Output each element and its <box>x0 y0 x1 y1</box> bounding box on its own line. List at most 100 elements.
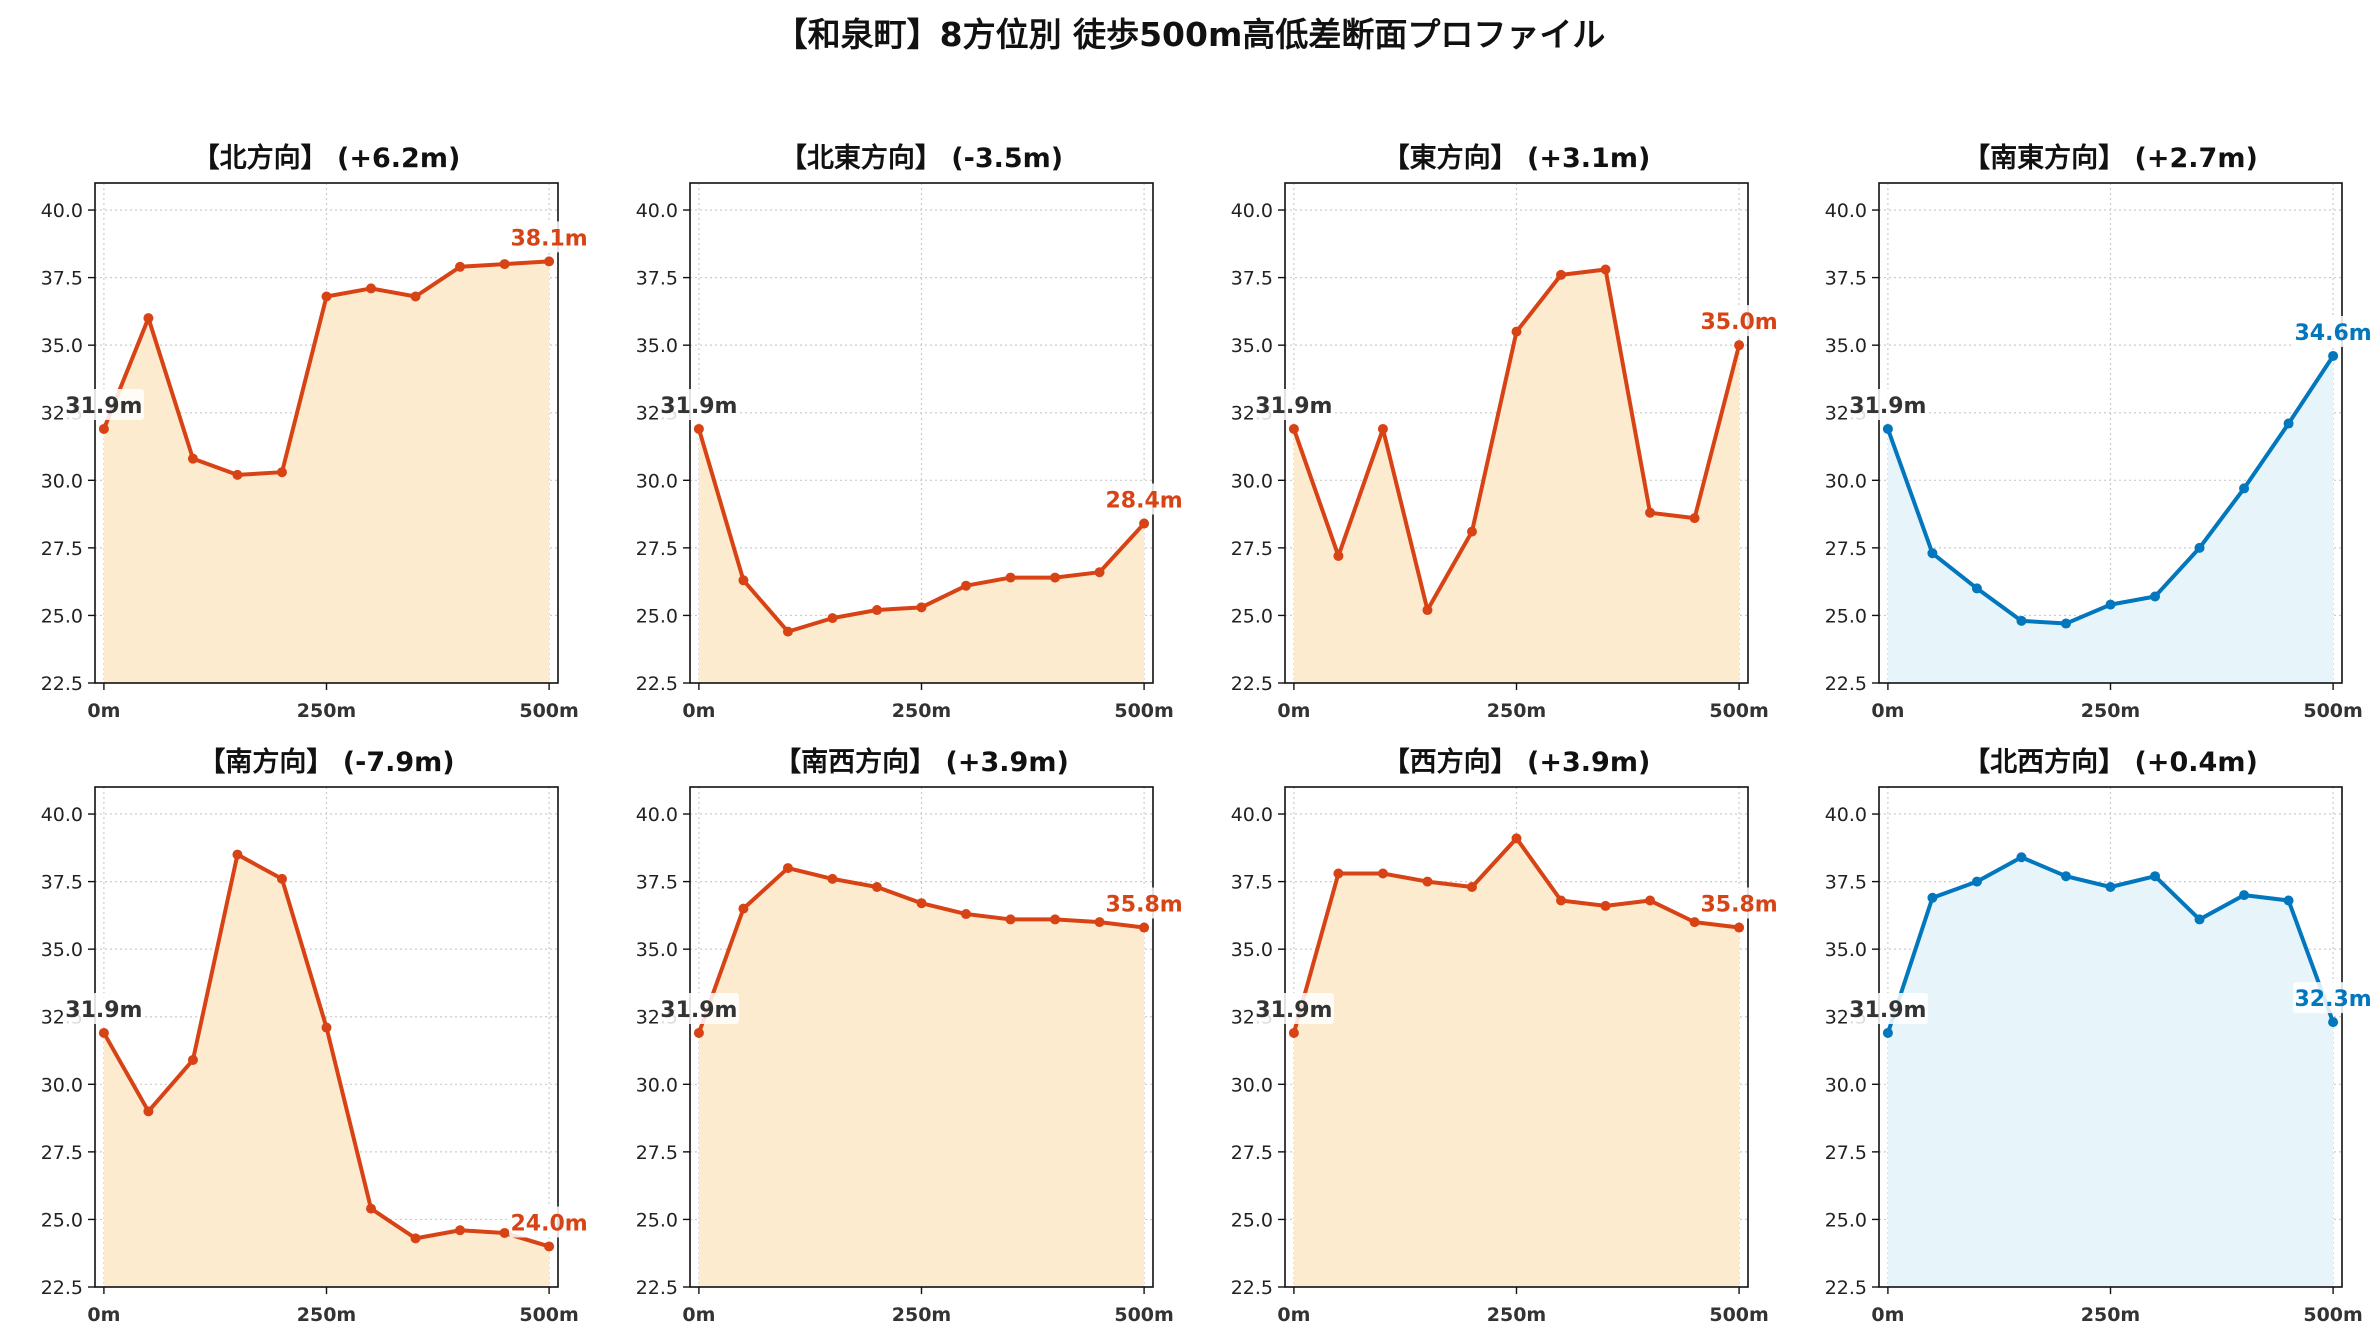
y-tick-label: 25.0 <box>41 1209 83 1231</box>
subplot-title: 【南方向】 (-7.9m) <box>198 746 454 778</box>
subplot: 22.525.027.530.032.535.037.540.00m 250m 50… <box>41 746 590 1326</box>
start-label: 31.9m <box>660 394 737 419</box>
y-tick-label: 22.5 <box>636 673 678 695</box>
y-tick-label: 40.0 <box>1231 200 1273 222</box>
end-label-box <box>1104 483 1185 515</box>
y-tick-label: 40.0 <box>636 804 678 826</box>
x-tick-label: 500m <box>1709 1304 1768 1326</box>
subplot: 22.525.027.530.032.535.037.540.00m 250m 50… <box>1231 142 1780 722</box>
data-point <box>499 1227 510 1238</box>
y-tick-label: 40.0 <box>1825 804 1867 826</box>
data-point <box>1734 922 1745 933</box>
data-point <box>1556 895 1567 906</box>
area-fill <box>1887 857 2334 1287</box>
start-label-box <box>65 388 144 420</box>
start-label: 31.9m <box>1849 998 1926 1023</box>
y-tick-label: 40.0 <box>41 804 83 826</box>
data-point <box>1600 264 1611 275</box>
figure-title: 【和泉町】8方位別 徒歩500m高低差断面プロファイル <box>774 15 1606 54</box>
x-tick-label: 500m <box>519 700 578 722</box>
y-tick-label: 35.0 <box>1231 939 1273 961</box>
y-tick-label: 37.5 <box>636 872 678 894</box>
data-point <box>1333 550 1344 561</box>
data-point <box>1288 423 1299 434</box>
y-tick-label: 37.5 <box>41 872 83 894</box>
y-tick-label: 40.0 <box>41 200 83 222</box>
data-point <box>1094 567 1105 578</box>
data-point <box>321 1022 332 1033</box>
subplot-title: 【西方向】 (+3.9m) <box>1383 746 1651 778</box>
y-tick-label: 37.5 <box>1825 268 1867 290</box>
end-label: 38.1m <box>510 226 587 251</box>
end-label-box <box>1104 887 1185 919</box>
data-point <box>916 602 927 613</box>
data-point <box>2194 914 2205 925</box>
start-label-box <box>1255 388 1334 420</box>
y-tick-label: 25.0 <box>636 1209 678 1231</box>
x-tick-label: 500m <box>1114 700 1173 722</box>
x-tick-label: 250m <box>2081 700 2140 722</box>
start-label-box <box>1849 388 1928 420</box>
data-point <box>2328 1017 2339 1028</box>
area-fill <box>1293 838 1740 1287</box>
y-tick-label: 27.5 <box>1825 1142 1867 1164</box>
data-point <box>1466 882 1477 892</box>
data-point <box>366 283 377 294</box>
y-tick-label: 27.5 <box>636 538 678 560</box>
data-point <box>738 575 749 586</box>
y-tick-label: 35.0 <box>1825 939 1867 961</box>
area-fill <box>698 428 1145 683</box>
y-tick-label: 30.0 <box>636 470 678 492</box>
data-point <box>544 1241 555 1252</box>
end-label: 35.0m <box>1700 310 1777 335</box>
data-point <box>1422 876 1433 887</box>
subplot: 22.525.027.530.032.535.037.540.00m 250m 50… <box>636 746 1185 1326</box>
data-point <box>1377 423 1388 434</box>
end-label-box <box>1699 305 1780 337</box>
start-label-box <box>1255 992 1334 1024</box>
data-point <box>2150 871 2161 882</box>
data-point <box>827 613 838 624</box>
data-point <box>1377 868 1388 879</box>
data-point <box>1005 914 1016 925</box>
data-point <box>1734 340 1745 351</box>
x-tick-label: 0m <box>87 1304 120 1326</box>
data-point <box>276 467 287 478</box>
end-label: 35.8m <box>1105 893 1182 918</box>
data-point <box>1927 548 1938 559</box>
subplot-title: 【南西方向】 (+3.9m) <box>774 746 1069 778</box>
end-label: 28.4m <box>1105 489 1182 514</box>
data-point <box>1139 518 1150 529</box>
data-point <box>1689 513 1700 524</box>
x-tick-label: 0m <box>1277 700 1310 722</box>
data-point <box>1556 269 1567 280</box>
data-point <box>143 313 154 324</box>
data-point <box>2060 618 2071 629</box>
start-label-box <box>1849 992 1928 1024</box>
data-point <box>544 256 555 267</box>
area-fill <box>1293 269 1740 683</box>
data-point <box>1511 833 1522 844</box>
x-tick-label: 500m <box>2303 1304 2362 1326</box>
data-point <box>455 261 466 272</box>
data-point <box>232 469 243 480</box>
end-label: 32.3m <box>2294 987 2371 1012</box>
y-tick-label: 30.0 <box>1231 470 1273 492</box>
start-label: 31.9m <box>1255 998 1332 1023</box>
end-label-box <box>2293 315 2374 347</box>
y-tick-label: 25.0 <box>1825 1209 1867 1231</box>
y-tick-label: 37.5 <box>41 268 83 290</box>
data-point <box>1005 572 1016 583</box>
data-point <box>2150 591 2161 602</box>
data-point <box>410 1233 421 1244</box>
end-label: 35.8m <box>1700 893 1777 918</box>
y-tick-label: 30.0 <box>1231 1074 1273 1096</box>
data-point <box>1333 868 1344 879</box>
y-tick-label: 22.5 <box>1825 1277 1867 1299</box>
data-point <box>98 1027 109 1038</box>
data-point <box>1466 526 1477 537</box>
data-point <box>961 909 972 920</box>
data-point <box>1689 917 1700 928</box>
data-point <box>2016 615 2027 626</box>
data-point <box>1139 922 1150 933</box>
